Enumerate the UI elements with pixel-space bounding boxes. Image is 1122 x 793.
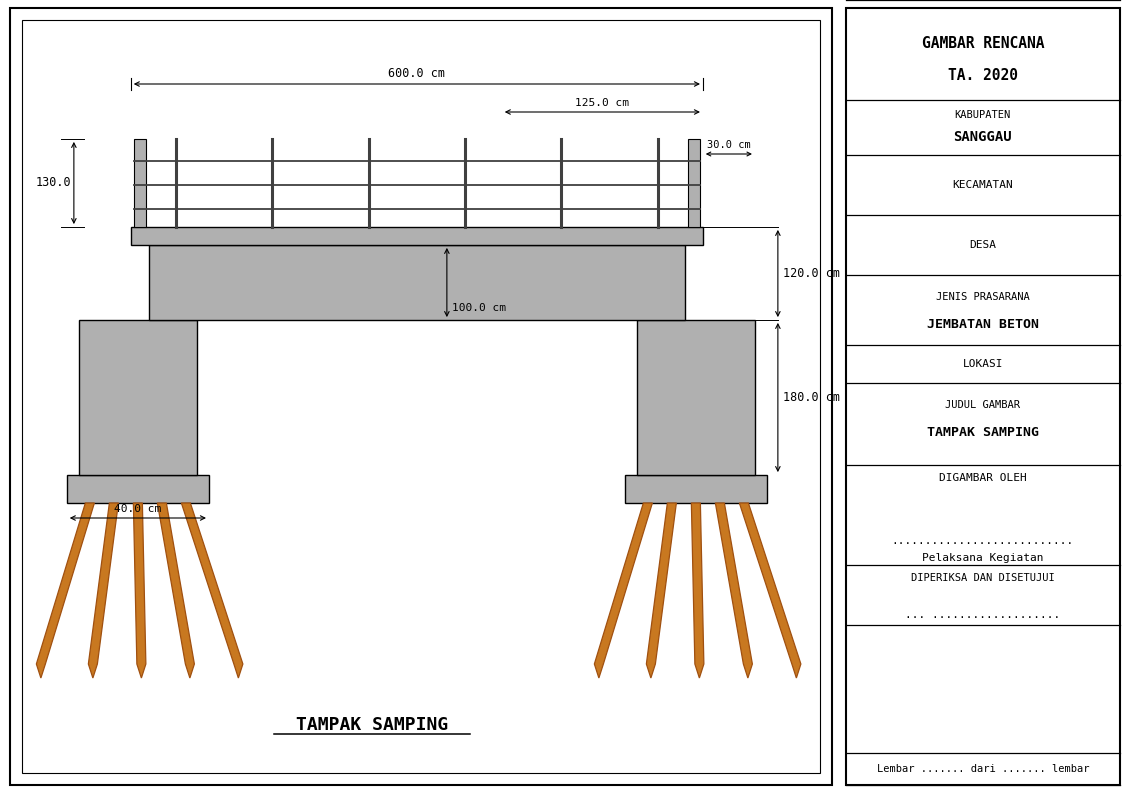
Polygon shape (134, 503, 146, 678)
Text: KABUPATEN: KABUPATEN (955, 110, 1011, 120)
Text: LOKASI: LOKASI (963, 359, 1003, 369)
Text: JENIS PRASARANA: JENIS PRASARANA (936, 292, 1030, 302)
Text: TAMPAK SAMPING: TAMPAK SAMPING (927, 427, 1039, 439)
Text: DESA: DESA (969, 240, 996, 250)
Text: DIPERIKSA DAN DISETUJUI: DIPERIKSA DAN DISETUJUI (911, 573, 1055, 583)
Bar (149, 245, 684, 320)
Text: 40.0 cm: 40.0 cm (114, 504, 162, 514)
Text: JUDUL GAMBAR: JUDUL GAMBAR (946, 400, 1020, 410)
Text: SANGGAU: SANGGAU (954, 130, 1012, 144)
Text: TA. 2020: TA. 2020 (948, 67, 1018, 82)
Text: 120.0 cm: 120.0 cm (783, 267, 840, 280)
Text: 125.0 cm: 125.0 cm (576, 98, 629, 108)
Polygon shape (157, 503, 194, 678)
Text: Lembar ....... dari ....... lembar: Lembar ....... dari ....... lembar (876, 764, 1089, 774)
Bar (134, 139, 146, 227)
Text: KECAMATAN: KECAMATAN (953, 180, 1013, 190)
Polygon shape (646, 503, 677, 678)
Bar (67, 475, 209, 503)
Text: ... ...................: ... ................... (905, 610, 1060, 620)
Polygon shape (691, 503, 703, 678)
Bar (79, 320, 196, 475)
Text: GAMBAR RENCANA: GAMBAR RENCANA (921, 36, 1045, 51)
Polygon shape (716, 503, 753, 678)
Polygon shape (595, 503, 652, 678)
Text: DIGAMBAR OLEH: DIGAMBAR OLEH (939, 473, 1027, 483)
Text: 600.0 cm: 600.0 cm (388, 67, 445, 80)
Text: ...........................: ........................... (892, 536, 1074, 546)
Polygon shape (36, 503, 94, 678)
Bar (131, 227, 702, 245)
Bar (637, 320, 755, 475)
Text: Pelaksana Kegiatan: Pelaksana Kegiatan (922, 553, 1043, 563)
Polygon shape (182, 503, 242, 678)
Text: 100.0 cm: 100.0 cm (452, 303, 506, 313)
Bar (625, 475, 766, 503)
Text: 30.0 cm: 30.0 cm (707, 140, 751, 150)
Polygon shape (739, 503, 801, 678)
Text: 180.0 cm: 180.0 cm (783, 391, 840, 404)
Text: JEMBATAN BETON: JEMBATAN BETON (927, 319, 1039, 331)
Text: TAMPAK SAMPING: TAMPAK SAMPING (296, 716, 448, 734)
Text: 130.0: 130.0 (35, 177, 71, 190)
Polygon shape (89, 503, 119, 678)
Bar (688, 139, 700, 227)
